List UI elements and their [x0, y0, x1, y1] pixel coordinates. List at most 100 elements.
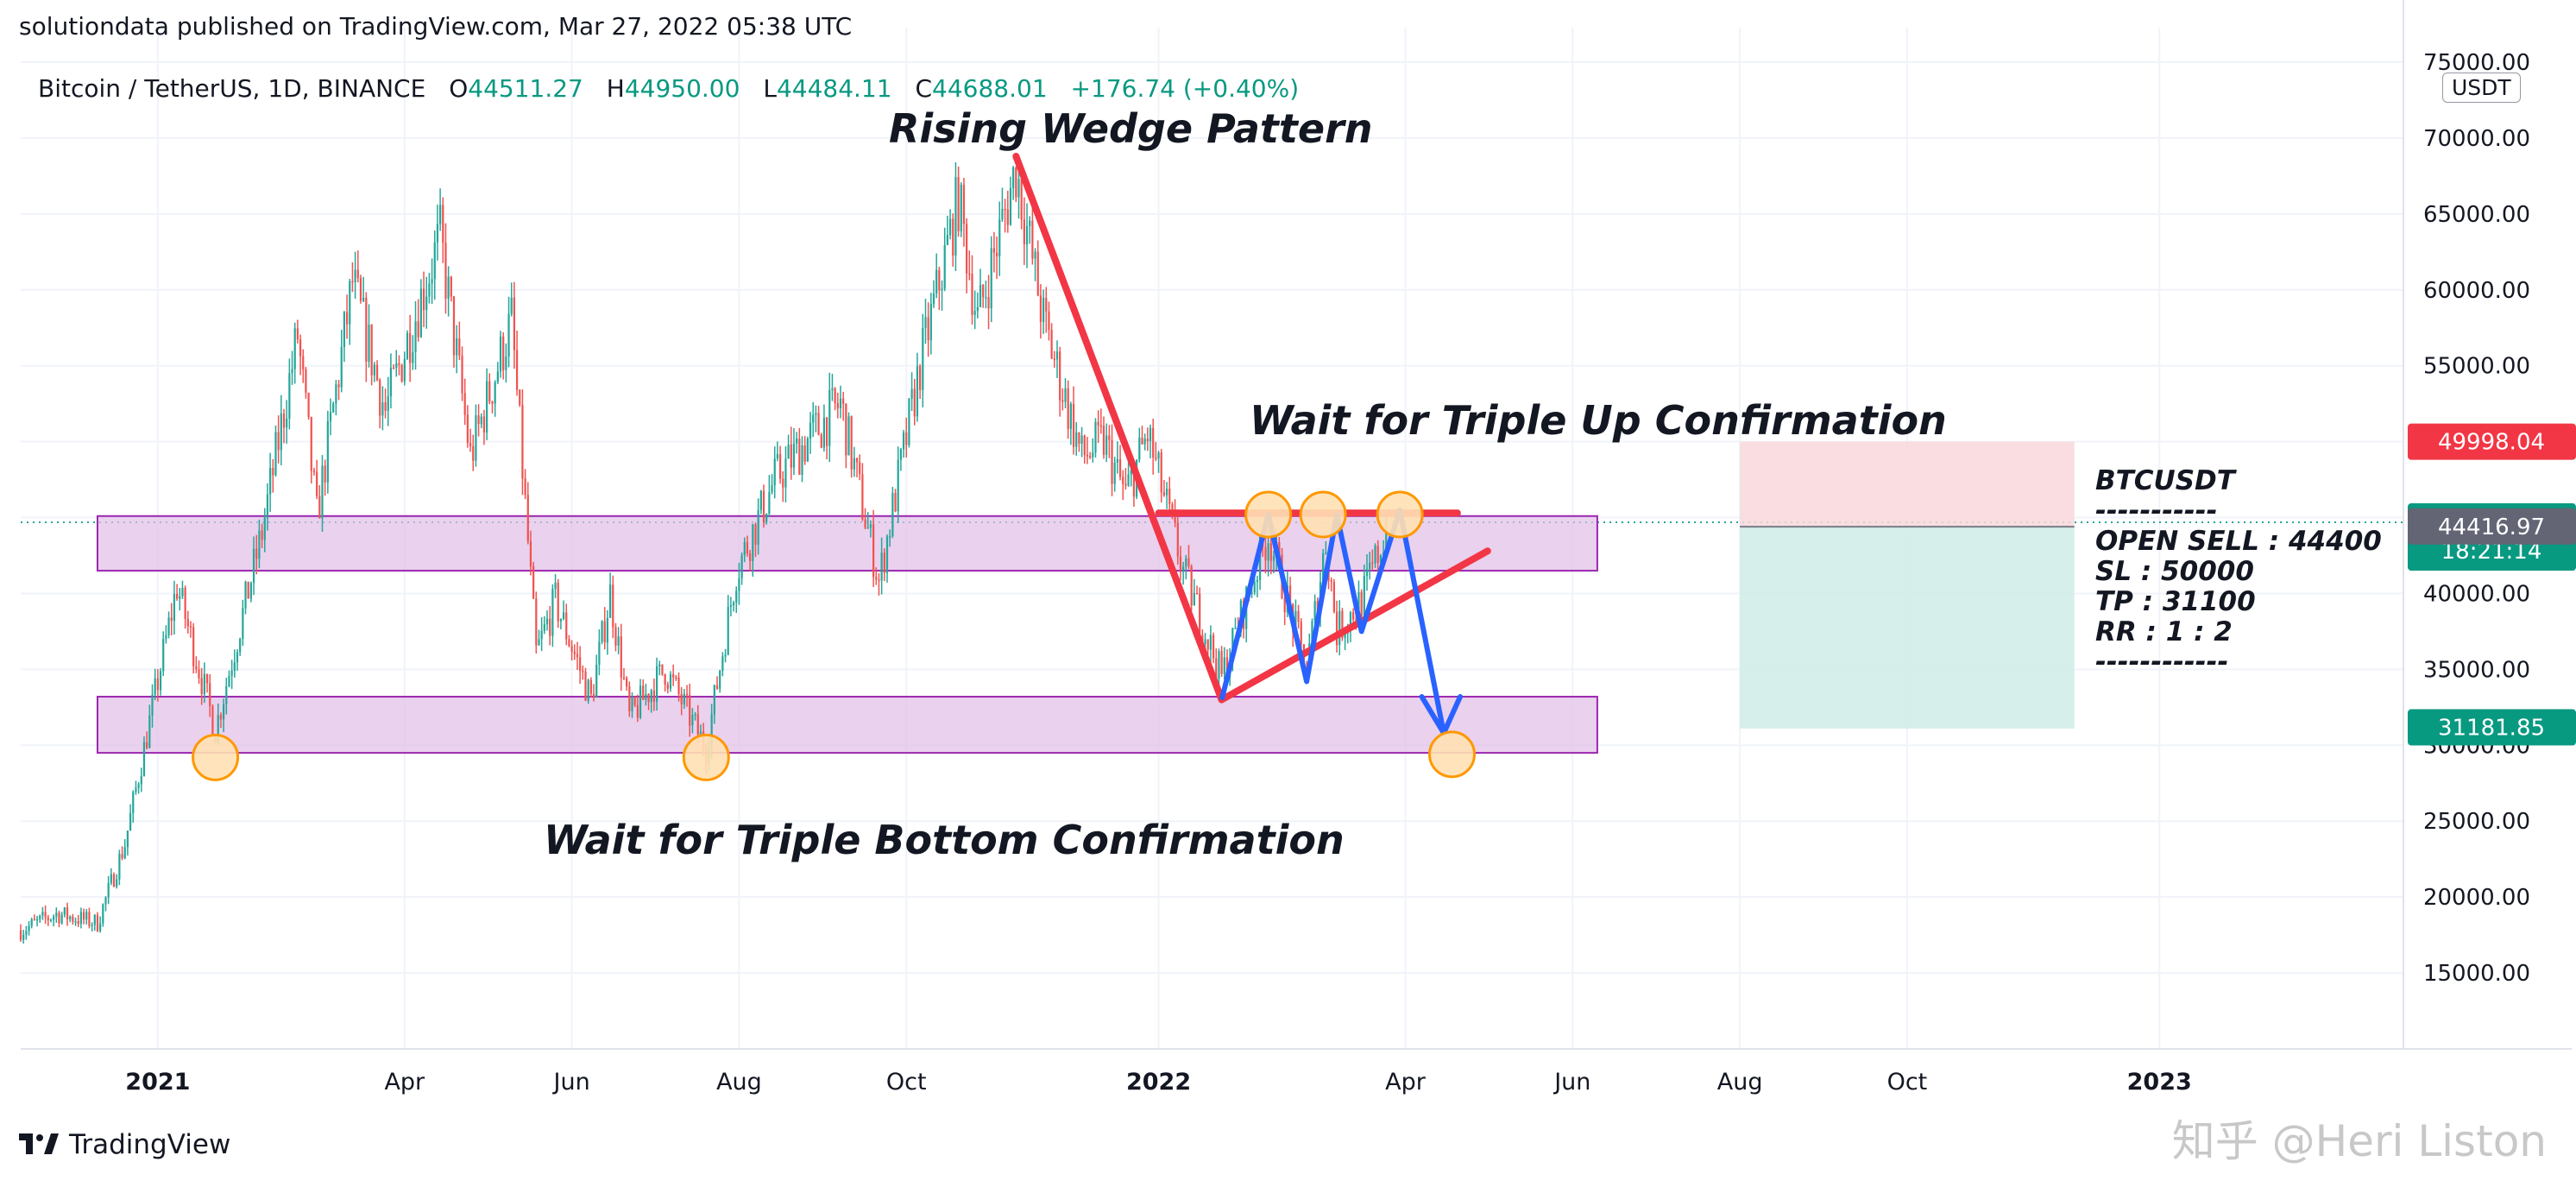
candle-body [694, 714, 696, 716]
candle-body [1215, 658, 1218, 679]
candle-body [102, 904, 104, 924]
candle-body [58, 912, 60, 924]
trade-take-profit: TP : 31100 [2095, 586, 2256, 617]
pivot-marker [192, 733, 240, 781]
candle-body [878, 579, 880, 581]
candle-body [186, 618, 189, 627]
candle-body [968, 273, 971, 275]
candle-body [266, 494, 269, 518]
candle-body [252, 548, 255, 584]
time-tick-label: Aug [716, 1069, 762, 1095]
currency-badge[interactable]: USDT [2442, 73, 2521, 103]
candle-body [137, 784, 140, 788]
time-tick-label: 2023 [2127, 1069, 2192, 1095]
close-value: 44688.01 [932, 74, 1048, 103]
candle-body [719, 671, 721, 689]
candle-body [1089, 456, 1092, 458]
candle-body [1146, 439, 1149, 442]
candle-body [1048, 311, 1050, 331]
candle-body [656, 666, 658, 702]
candle-body [1322, 552, 1325, 583]
candle-body [123, 847, 126, 859]
candle-body [1193, 592, 1195, 606]
candle-body [244, 581, 247, 609]
candle-body [277, 432, 280, 451]
price-tick-label: 70000.00 [2423, 126, 2530, 152]
candle-body [1072, 403, 1075, 447]
candle-body [1036, 251, 1039, 296]
candle-body [1059, 351, 1061, 401]
candle-body [379, 380, 381, 416]
change-value: +176.74 (+0.40%) [1070, 74, 1300, 103]
candle-body [312, 470, 316, 472]
candle-body [1313, 601, 1316, 622]
candle-body [908, 398, 910, 445]
candle-body [1220, 651, 1223, 674]
candle-body [836, 403, 839, 408]
candle-body [436, 224, 439, 243]
candle-body [749, 553, 752, 561]
candle-body [666, 685, 669, 689]
price-tag-value: 49998.04 [2438, 430, 2545, 456]
candle-body [916, 366, 919, 417]
candle-body [1234, 628, 1237, 629]
candle-body [976, 306, 979, 312]
trade-pair: BTCUSDT [2095, 465, 2235, 496]
candle-body [584, 671, 587, 701]
candle-body [757, 509, 759, 545]
candle-body [1223, 657, 1225, 674]
candle-body [985, 297, 987, 299]
candle-body [845, 403, 847, 456]
wedge-lower-trend [1218, 547, 1491, 704]
candle-body [801, 445, 803, 475]
candle-body [513, 297, 516, 350]
candle-body [1371, 562, 1374, 565]
candle-body [1064, 388, 1067, 402]
candle-body [55, 912, 58, 917]
candle-body [472, 445, 475, 461]
candle-body [135, 787, 137, 792]
candle-body [1190, 566, 1193, 606]
candle-body [1149, 427, 1152, 442]
symbol-name[interactable]: Bitcoin / TetherUS, 1D, BINANCE [38, 74, 426, 103]
candle-body [603, 621, 606, 643]
candle-body [121, 854, 123, 859]
candle-body [96, 914, 99, 931]
time-tick-label: 2021 [125, 1069, 190, 1095]
candle-body [389, 367, 393, 396]
candle-body [60, 914, 63, 924]
candle-body [1006, 209, 1009, 225]
candle-body [614, 627, 617, 646]
pattern-drawings [192, 153, 1491, 781]
candle-body [263, 517, 266, 540]
candle-body [140, 776, 142, 785]
candle-body [1294, 610, 1297, 633]
price-tag-value: 31181.85 [2438, 716, 2545, 742]
candle-body [1111, 439, 1113, 484]
trade-stop-loss: SL : 50000 [2095, 556, 2254, 587]
candle-body [1108, 435, 1111, 440]
candle-body [1102, 426, 1105, 455]
rising-wedge-label: Rising Wedge Pattern [889, 105, 1373, 152]
candle-body [905, 432, 908, 445]
candle-body [99, 923, 102, 931]
tradingview-logo[interactable]: TradingView [19, 1129, 230, 1160]
candle-body [1311, 621, 1313, 644]
price-zones [96, 515, 1598, 755]
candle-body [545, 618, 549, 625]
candle-body [639, 685, 642, 718]
price-tag [2408, 508, 2576, 545]
candle-body [439, 205, 442, 224]
candle-body [669, 674, 672, 689]
candle-body [47, 917, 49, 920]
candle-body [1017, 179, 1020, 198]
candle-body [466, 414, 469, 444]
price-tag-value: 44416.97 [2438, 515, 2545, 540]
candle-body [375, 364, 379, 381]
candle-body [943, 244, 946, 289]
candle-body [820, 434, 822, 448]
candle-body [302, 356, 305, 369]
candle-body [809, 422, 812, 439]
candle-body [691, 715, 694, 726]
